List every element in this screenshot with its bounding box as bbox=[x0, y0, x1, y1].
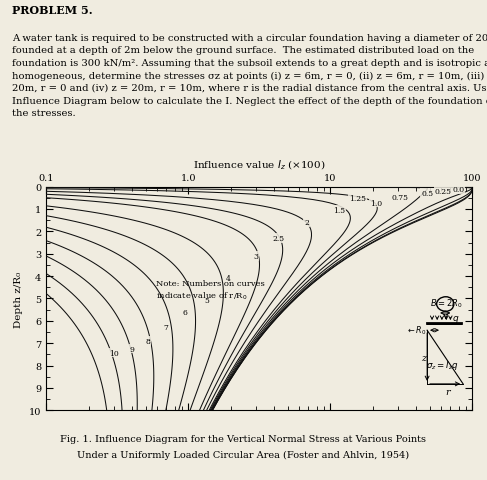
Text: r: r bbox=[446, 387, 450, 396]
Text: 1.25: 1.25 bbox=[349, 195, 366, 203]
Text: Note: Numbers on curves
indicate value of r/R$_0$: Note: Numbers on curves indicate value o… bbox=[156, 280, 265, 301]
Text: 0.5: 0.5 bbox=[421, 189, 433, 197]
Text: 0.25: 0.25 bbox=[434, 187, 451, 195]
Text: 7: 7 bbox=[163, 324, 168, 332]
Text: $\leftarrow R_0$: $\leftarrow R_0$ bbox=[406, 324, 427, 337]
Text: Under a Uniformly Loaded Circular Area (Foster and Ahlvin, 1954): Under a Uniformly Loaded Circular Area (… bbox=[77, 450, 410, 459]
Text: Fig. 1. Influence Diagram for the Vertical Normal Stress at Various Points: Fig. 1. Influence Diagram for the Vertic… bbox=[60, 433, 427, 443]
Text: 10: 10 bbox=[109, 349, 119, 357]
Text: 0.75: 0.75 bbox=[392, 194, 409, 202]
Text: 8: 8 bbox=[146, 337, 150, 345]
Text: 5: 5 bbox=[205, 296, 209, 304]
Text: 0.0: 0.0 bbox=[452, 186, 465, 194]
Text: 1.0: 1.0 bbox=[370, 199, 382, 207]
Text: 6: 6 bbox=[183, 308, 187, 316]
Text: PROBLEM 5.: PROBLEM 5. bbox=[12, 5, 93, 16]
Y-axis label: Depth z/R₀: Depth z/R₀ bbox=[15, 271, 23, 327]
X-axis label: Influence value $I_z$ (×100): Influence value $I_z$ (×100) bbox=[193, 158, 326, 172]
Text: $q$: $q$ bbox=[452, 313, 459, 324]
Text: $\sigma_z = I_z q$: $\sigma_z = I_z q$ bbox=[426, 359, 459, 372]
Text: A water tank is required to be constructed with a circular foundation having a d: A water tank is required to be construct… bbox=[12, 34, 487, 118]
Text: z: z bbox=[421, 353, 426, 362]
Text: 4: 4 bbox=[225, 275, 230, 283]
Text: 2.5: 2.5 bbox=[272, 235, 284, 242]
Text: $B = 2R_0$: $B = 2R_0$ bbox=[430, 297, 462, 309]
Text: 1.5: 1.5 bbox=[333, 207, 345, 215]
Text: 9: 9 bbox=[130, 345, 134, 353]
Text: 3: 3 bbox=[254, 252, 259, 260]
Text: 2: 2 bbox=[304, 219, 309, 227]
